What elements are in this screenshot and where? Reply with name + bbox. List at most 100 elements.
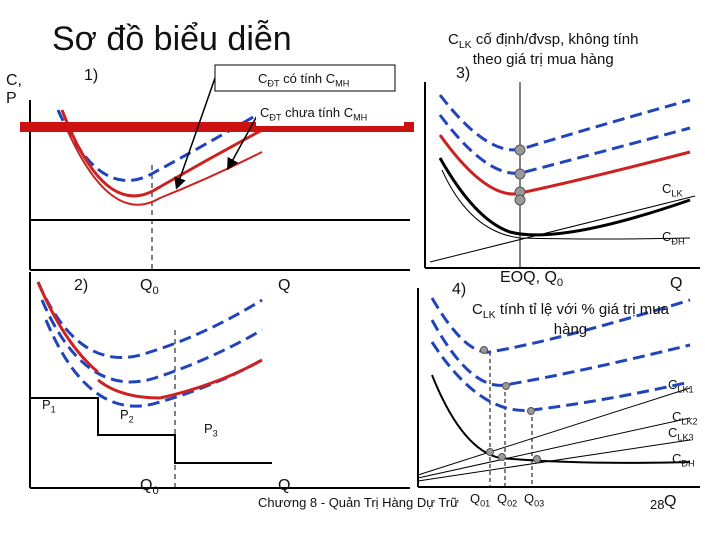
panel3-label-clk: CLK (662, 182, 683, 199)
panel1-blue-dashed-curve-upper (56, 109, 263, 182)
panel3-note-sub: LK (458, 39, 472, 51)
panel4-point-q01-top (480, 346, 488, 354)
panel1-label-box-without (256, 102, 404, 126)
panel4-q03-base: Q (524, 491, 535, 506)
panel2-q0-base: Q (140, 477, 153, 494)
panel4-clk3-sub: LK3 (677, 432, 694, 443)
panel3-red-curve (438, 134, 691, 196)
panel4-point-q02-bottom (498, 453, 506, 461)
panel1-label-without-sub: ĐT (269, 112, 282, 123)
panel4-q02-sub: 02 (507, 498, 518, 509)
panel4-label-cdh: CĐH (672, 452, 695, 469)
panel1-red-price-bar (20, 122, 414, 132)
panel1-q0-sub: 0 (152, 285, 159, 298)
panel4-label-clk3: CLK3 (668, 426, 694, 443)
panel4-x-label-q: Q (664, 493, 677, 510)
panel4-q01-sub: 01 (480, 498, 491, 509)
panel3-point-4 (514, 194, 526, 206)
panel3-clk-base: C (662, 181, 672, 196)
panel3-eoq-base: EOQ, Q (500, 269, 557, 286)
panel1-label-with-sub: ĐT (267, 78, 280, 89)
panel2-red-segment-1 (36, 281, 99, 374)
panel2-x-label-q: Q (278, 477, 291, 494)
panel1-chart (20, 64, 414, 271)
panel4-cdh-sub: ĐH (681, 458, 695, 469)
panel3-point-1 (514, 144, 526, 156)
panel1-red-curve-middle (60, 109, 263, 198)
panel2-price-steps (30, 397, 272, 464)
panel4-note-line2: hàng (553, 320, 588, 338)
panel1-label-with-sub2: MH (335, 78, 350, 89)
panel3-blue-dashed-curve-2 (438, 114, 691, 175)
panel3-cdh-sub: ĐH (671, 236, 685, 247)
panel4-point-q01-bottom (486, 448, 494, 456)
slide-title: Sơ đồ biểu diễn (52, 20, 292, 58)
panel4-note: CLK tính tỉ lệ với % giá trị mua hàng (472, 301, 669, 338)
panel3-note-line1: cố định/đvsp, không tính (471, 31, 639, 48)
panel1-pointer-without (227, 113, 259, 171)
panel3-number: 3) (456, 65, 471, 82)
panel4-q03-sub: 03 (534, 498, 545, 509)
panel1-label-box-with (214, 64, 396, 92)
panel1-number: 1) (84, 67, 99, 84)
panel1-x-label-q0: Q0 (140, 278, 159, 297)
y-axis-label: C, P (6, 72, 22, 107)
panel3-label-cdh: CĐH (662, 230, 685, 247)
panel2-x-label-q0: Q0 (140, 478, 159, 497)
panel4-label-clk2: CLK2 (672, 410, 698, 427)
panel1-label-with-base: C (258, 71, 268, 86)
y-axis-label-line1: C, (6, 72, 22, 89)
panel3-point-2 (514, 168, 526, 180)
panel4-point-q03-top (527, 407, 535, 415)
panel1-label-with-cmh: CĐT có tính CMH (258, 72, 349, 89)
panel3-x-label-q: Q (670, 275, 683, 292)
panel1-label-without-rest: chưa tính C (281, 105, 354, 120)
panel4-label-clk1: CLK1 (668, 378, 694, 395)
panel2-p1-sub: 1 (50, 404, 56, 415)
panel2-number: 2) (74, 277, 89, 294)
panel3-cdh-curve (441, 169, 691, 240)
panel4-clk1-base: C (668, 377, 678, 392)
panel2-blue-dashed-curve-3 (44, 319, 263, 408)
panel3-eoq-sub: 0 (556, 277, 564, 290)
panel1-x-label-q: Q (278, 277, 291, 294)
panel2-blue-dashed-curve-1 (36, 281, 263, 360)
panel3-clk-line (429, 195, 696, 263)
panel4-clk2-line (417, 417, 691, 479)
panel4-clk1-line (417, 387, 691, 476)
panel4-point-q03-bottom (533, 455, 541, 463)
panel4-number: 4) (452, 281, 467, 298)
panel3-note-line2: theo giá trị mua hàng (472, 50, 614, 68)
panel4-point-q02-top (502, 382, 510, 390)
panel2-p1-base: P (42, 397, 51, 412)
panel4-blue-dashed-curve-1 (430, 297, 691, 354)
panel2-label-p2: P2 (120, 408, 134, 425)
panel1-label-without-base: C (260, 105, 270, 120)
panel4-clk3-base: C (668, 425, 678, 440)
panel2-p3-base: P (204, 421, 213, 436)
panel4-chart (417, 288, 700, 488)
panel3-cdh-base: C (662, 229, 672, 244)
panel2-p2-sub: 2 (128, 414, 134, 425)
panel4-q02-base: Q (497, 491, 508, 506)
panel4-note-sub: LK (482, 309, 496, 321)
panel1-label-without-cmh: CĐT chưa tính CMH (260, 106, 367, 123)
panel4-x-label-q01: Q01 (470, 492, 490, 509)
panel3-chart (424, 82, 700, 269)
panel4-cdh-base: C (672, 451, 682, 466)
y-axis-label-line2: P (6, 89, 17, 107)
panel4-x-label-q02: Q02 (497, 492, 517, 509)
panel3-total-cost-curve (438, 157, 691, 237)
panel4-note-line1: tính tỉ lệ với % giá trị mua (495, 301, 669, 318)
panel4-q01-base: Q (470, 491, 481, 506)
panel2-blue-dashed-curve-2 (40, 299, 263, 384)
panel4-x-label-q03: Q03 (524, 492, 544, 509)
panel2-red-segment-2 (97, 378, 161, 400)
panel1-red-curve-lower (64, 124, 263, 206)
panel4-clk1-sub: LK1 (677, 384, 694, 395)
panel4-clk2-sub: LK2 (681, 416, 698, 427)
panel3-clk-sub: LK (671, 188, 683, 199)
panel4-clk2-base: C (672, 409, 682, 424)
panel2-p2-base: P (120, 407, 129, 422)
